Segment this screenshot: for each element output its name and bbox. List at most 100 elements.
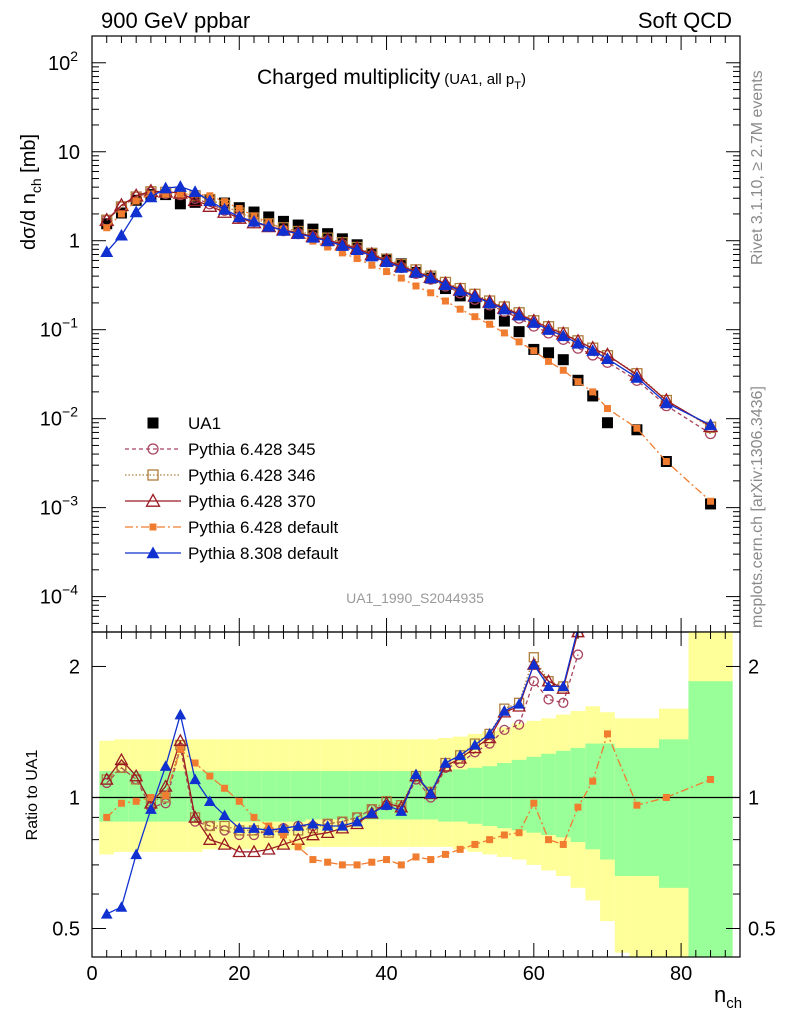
data-point [235,205,243,213]
data-point [235,797,243,805]
data-point [321,820,334,831]
data-point [424,787,437,799]
band-stat [349,771,365,820]
band-stat [629,747,659,877]
data-point [471,840,479,848]
data-point [100,908,113,919]
data-point [262,219,276,232]
data-point [188,185,202,197]
data-point [486,320,494,328]
data-point [276,837,291,850]
data-point [247,844,261,858]
data-point [556,329,570,342]
legend-item: Pythia 6.428 default [125,518,339,537]
band-stat [570,747,586,843]
band-stat [585,743,601,850]
x-axis: 0 20 40 60 80 [86,632,741,985]
data-point [292,820,305,831]
data-point [262,824,275,836]
y-tick-label: 102 [48,48,78,75]
data-point [189,196,201,208]
legend-label: Pythia 6.428 default [188,518,339,537]
data-point [542,680,555,692]
data-point [380,799,393,810]
data-point [232,210,246,223]
band-stat [600,743,615,860]
data-point [530,799,538,807]
data-point [586,344,600,356]
x-tick-label: 40 [375,963,397,985]
data-point [571,336,585,349]
data-point [486,836,494,844]
data-point [277,215,289,227]
data-point [454,290,466,302]
series-line [106,191,711,428]
series-ua1 [101,189,717,510]
data-point [515,338,523,346]
data-point [484,738,495,749]
data-point [291,227,305,239]
data-point [456,845,464,853]
data-point [600,352,614,365]
data-point [397,861,405,869]
data-point [279,831,287,839]
band-stat [246,771,262,822]
data-point [114,228,128,241]
band-stat [438,771,453,822]
data-point [261,842,276,855]
data-point [189,773,201,785]
data-point [132,797,140,805]
data-point [233,822,246,833]
band-stat [482,766,497,826]
data-point [162,792,170,800]
data-point [659,396,673,409]
data-point [513,326,525,338]
data-point [630,371,644,383]
series-line [106,731,711,866]
data-point [250,813,258,821]
data-point [221,198,229,206]
mcplots-reference-label: mcplots.cern.ch [arXiv:1306.3436] [749,386,766,628]
data-point [305,827,320,841]
data-point [587,390,599,402]
data-point [276,224,290,236]
data-point [394,261,408,273]
legend-item: Pythia 6.428 346 [125,466,316,485]
data-point [173,733,188,747]
legend-marker [146,546,160,559]
data-point [232,844,247,858]
data-point [145,803,157,814]
data-point [176,745,184,753]
y-tick-label: 10−4 [40,582,78,609]
series-line [106,186,711,426]
data-point [484,308,496,320]
legend-marker [147,469,159,481]
ratio-y-axis: 0.5 0.5 1 1 2 2 [52,656,776,940]
data-point [335,239,349,251]
data-point [542,323,556,335]
band-stat [217,771,232,822]
data-point [365,249,379,262]
data-point [116,762,127,773]
data-point [147,793,155,801]
data-point [559,366,567,374]
data-point [129,205,143,218]
band-stat [614,747,630,877]
y-tick-label: 10−2 [40,404,78,431]
data-point [500,329,508,337]
data-point [483,296,497,309]
data-point [603,730,611,738]
data-point [206,772,214,780]
band-stat [261,771,277,822]
data-point [589,388,597,396]
data-point [438,278,452,290]
data-point [263,211,275,223]
data-point [338,861,346,869]
data-point [204,820,215,832]
y-tick-label: 0.5 [52,918,80,940]
y-tick-label: 1 [69,231,80,253]
data-point [202,832,217,845]
rivet-version-label: Rivet 3.1.10, ≥ 2.7M events [749,70,766,265]
legend-label: UA1 [188,414,221,433]
